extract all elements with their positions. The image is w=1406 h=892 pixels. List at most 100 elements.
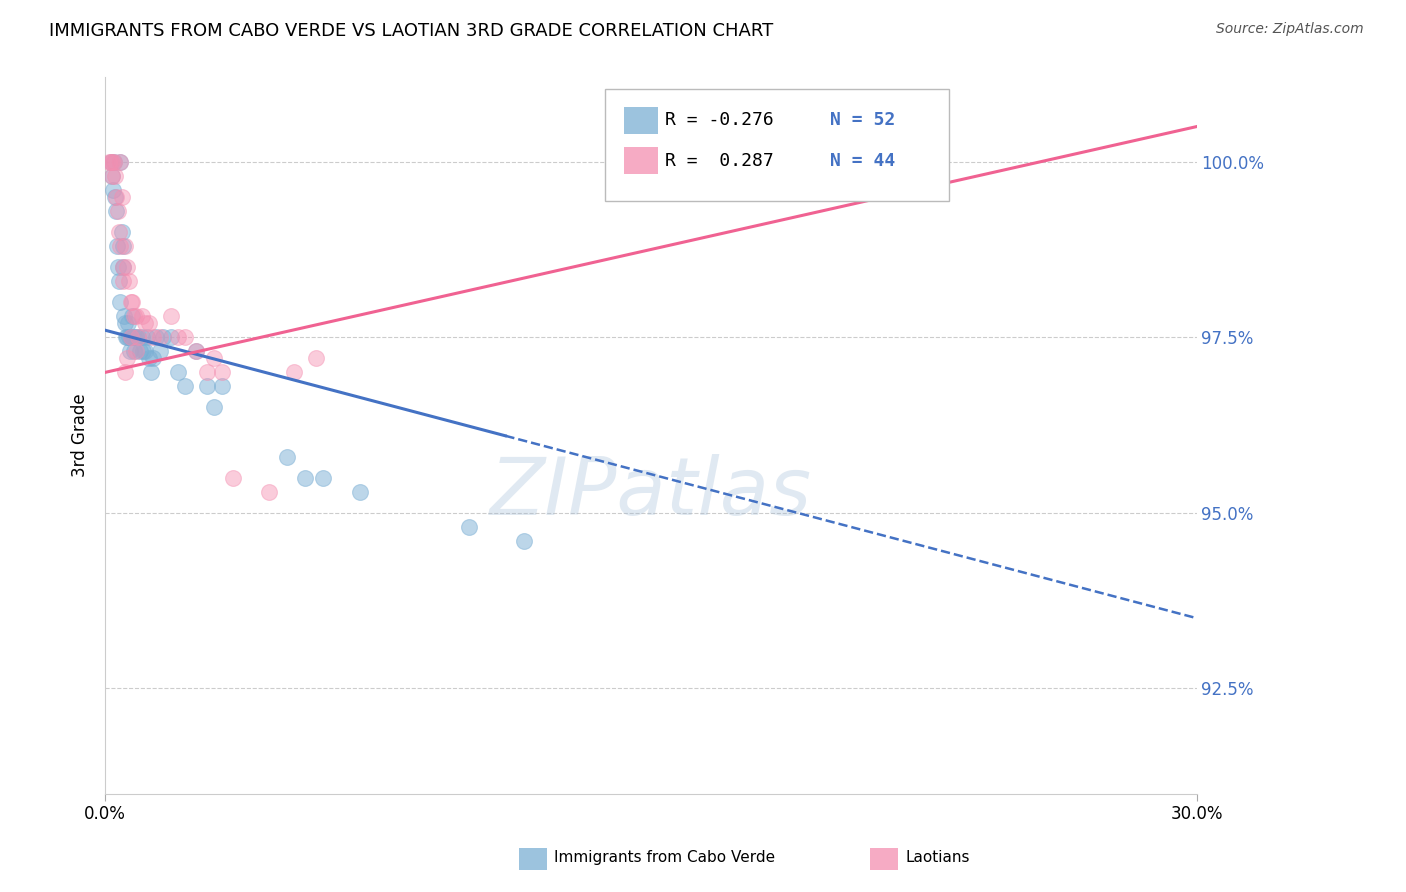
Point (174, 379, 197, 393)
Point (118, 344, 141, 359)
Point (125, 309, 148, 323)
Point (124, 344, 146, 359)
Text: N = 52: N = 52 (830, 112, 894, 129)
Point (112, 274, 135, 288)
Point (100, 154, 122, 169)
Point (118, 330, 141, 344)
Point (121, 295, 143, 310)
Point (101, 169, 124, 183)
Text: Laotians: Laotians (905, 850, 970, 864)
Point (105, 239, 128, 253)
Point (107, 260, 129, 274)
Point (186, 344, 208, 359)
Point (115, 260, 138, 274)
Point (152, 330, 174, 344)
Point (105, 203, 128, 218)
Point (107, 203, 129, 218)
Point (111, 239, 134, 253)
Point (159, 330, 181, 344)
Point (125, 344, 148, 359)
Point (122, 330, 145, 344)
Point (349, 484, 371, 499)
Point (120, 330, 142, 344)
Point (167, 365, 190, 379)
Point (110, 154, 132, 169)
Point (117, 316, 139, 330)
Point (120, 295, 142, 310)
Text: Immigrants from Cabo Verde: Immigrants from Cabo Verde (554, 850, 775, 864)
Point (114, 365, 136, 379)
Point (276, 450, 298, 464)
Point (97, 154, 120, 169)
Point (103, 183, 125, 197)
Point (110, 190, 132, 204)
Point (202, 401, 225, 415)
Point (112, 260, 135, 274)
Point (149, 344, 172, 359)
Point (128, 344, 150, 359)
Point (512, 533, 534, 548)
Point (202, 351, 225, 366)
Point (195, 365, 218, 379)
Text: ZIPatlas: ZIPatlas (489, 454, 813, 532)
Point (211, 365, 233, 379)
Point (458, 520, 481, 534)
Point (138, 351, 160, 366)
Point (132, 344, 155, 359)
Point (114, 239, 136, 253)
Point (127, 330, 149, 344)
Y-axis label: 3rd Grade: 3rd Grade (72, 393, 89, 477)
Point (104, 169, 127, 183)
Point (108, 295, 131, 310)
Point (121, 309, 143, 323)
Point (108, 225, 131, 239)
Point (100, 154, 122, 169)
Point (139, 365, 162, 379)
Point (125, 330, 148, 344)
Point (167, 330, 190, 344)
Point (118, 274, 141, 288)
Point (186, 344, 208, 359)
Text: IMMIGRANTS FROM CABO VERDE VS LAOTIAN 3RD GRADE CORRELATION CHART: IMMIGRANTS FROM CABO VERDE VS LAOTIAN 3R… (49, 22, 773, 40)
Point (115, 330, 138, 344)
Text: R =  0.287: R = 0.287 (665, 152, 773, 169)
Point (876, 154, 898, 169)
Point (110, 225, 132, 239)
Point (159, 309, 181, 323)
Point (195, 379, 218, 393)
Point (108, 239, 131, 253)
Point (114, 316, 136, 330)
Point (100, 154, 122, 169)
Point (174, 330, 197, 344)
Point (108, 274, 131, 288)
Point (105, 190, 128, 204)
Point (131, 309, 153, 323)
Point (115, 351, 138, 366)
Point (103, 154, 125, 169)
Text: N = 44: N = 44 (830, 152, 894, 169)
Point (221, 471, 243, 485)
Point (149, 330, 172, 344)
Point (141, 330, 163, 344)
Point (110, 154, 132, 169)
Point (912, 169, 935, 183)
Point (104, 190, 127, 204)
Text: R = -0.276: R = -0.276 (665, 112, 773, 129)
Point (124, 309, 146, 323)
Point (136, 330, 159, 344)
Point (103, 154, 125, 169)
Point (111, 260, 134, 274)
Point (294, 471, 316, 485)
Text: Source: ZipAtlas.com: Source: ZipAtlas.com (1216, 22, 1364, 37)
Point (312, 471, 335, 485)
Point (115, 330, 138, 344)
Point (127, 330, 149, 344)
Point (134, 344, 156, 359)
Point (134, 316, 156, 330)
Point (283, 365, 305, 379)
Point (112, 309, 135, 323)
Point (120, 330, 142, 344)
Point (101, 169, 124, 183)
Point (145, 330, 167, 344)
Point (257, 484, 280, 499)
